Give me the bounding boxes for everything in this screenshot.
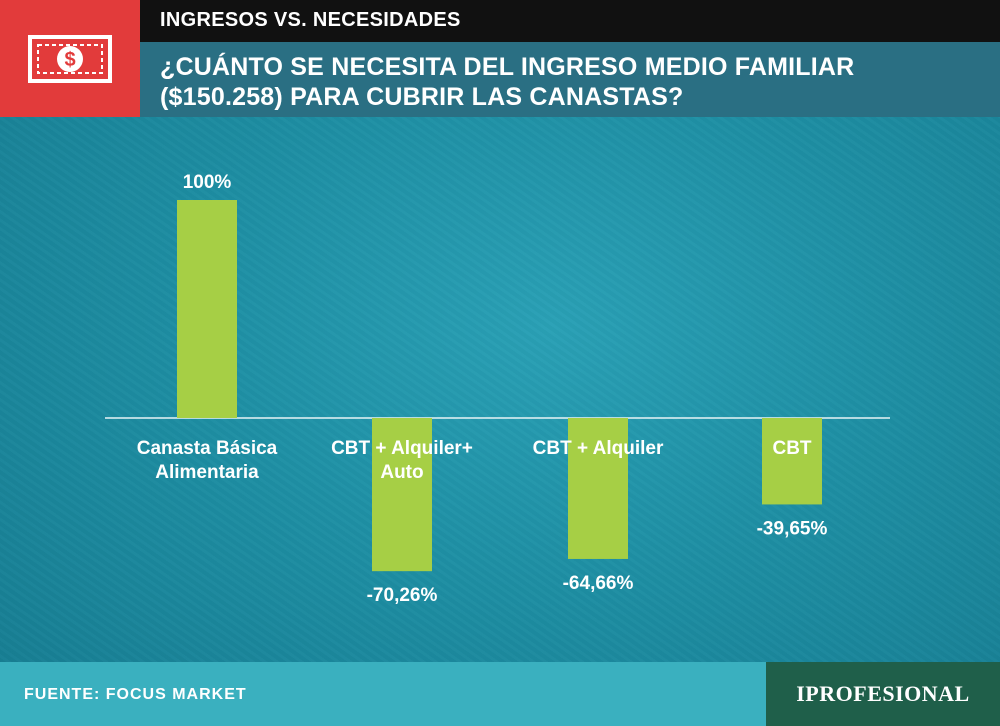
category-label-2-0: CBT + Alquiler xyxy=(533,438,664,459)
value-label-1: -70,26% xyxy=(367,585,438,606)
section-kicker: INGRESOS VS. NECESIDADES xyxy=(160,9,461,31)
section-logo: $ xyxy=(0,0,140,117)
bar-2 xyxy=(568,418,628,559)
category-label-0-1: Alimentaria xyxy=(155,462,259,483)
bar-0 xyxy=(177,200,237,418)
source-note: FUENTE: FOCUS MARKET xyxy=(24,686,247,703)
category-label-1-1: Auto xyxy=(380,462,423,483)
category-label-0-0: Canasta Básica xyxy=(137,438,278,459)
value-label-0: 100% xyxy=(183,172,232,193)
chart-title-line-2: ($150.258) PARA CUBRIR LAS CANASTAS? xyxy=(160,83,684,111)
title-bar xyxy=(0,42,1000,117)
value-label-2: -64,66% xyxy=(563,573,634,594)
header-bar xyxy=(0,0,1000,42)
chart-title-line-1: ¿CUÁNTO SE NECESITA DEL INGRESO MEDIO FA… xyxy=(160,53,855,81)
bar-1 xyxy=(372,418,432,572)
bar-chart: 100% Canasta Básica Alimentaria -70,26% CBT … xyxy=(105,172,890,606)
money-bill-icon: $ xyxy=(28,34,112,83)
chart-title: ¿CUÁNTO SE NECESITA DEL INGRESO MEDIO FA… xyxy=(160,52,980,112)
brand-name: IPROFESIONAL xyxy=(796,681,970,706)
bar-3 xyxy=(762,418,822,505)
svg-text:$: $ xyxy=(64,49,75,71)
brand-logo: IPROFESIONAL xyxy=(766,662,1000,726)
category-label-3-0: CBT xyxy=(772,438,811,459)
value-label-3: -39,65% xyxy=(757,518,828,539)
category-label-1-0: CBT + Alquiler+ xyxy=(331,438,473,459)
